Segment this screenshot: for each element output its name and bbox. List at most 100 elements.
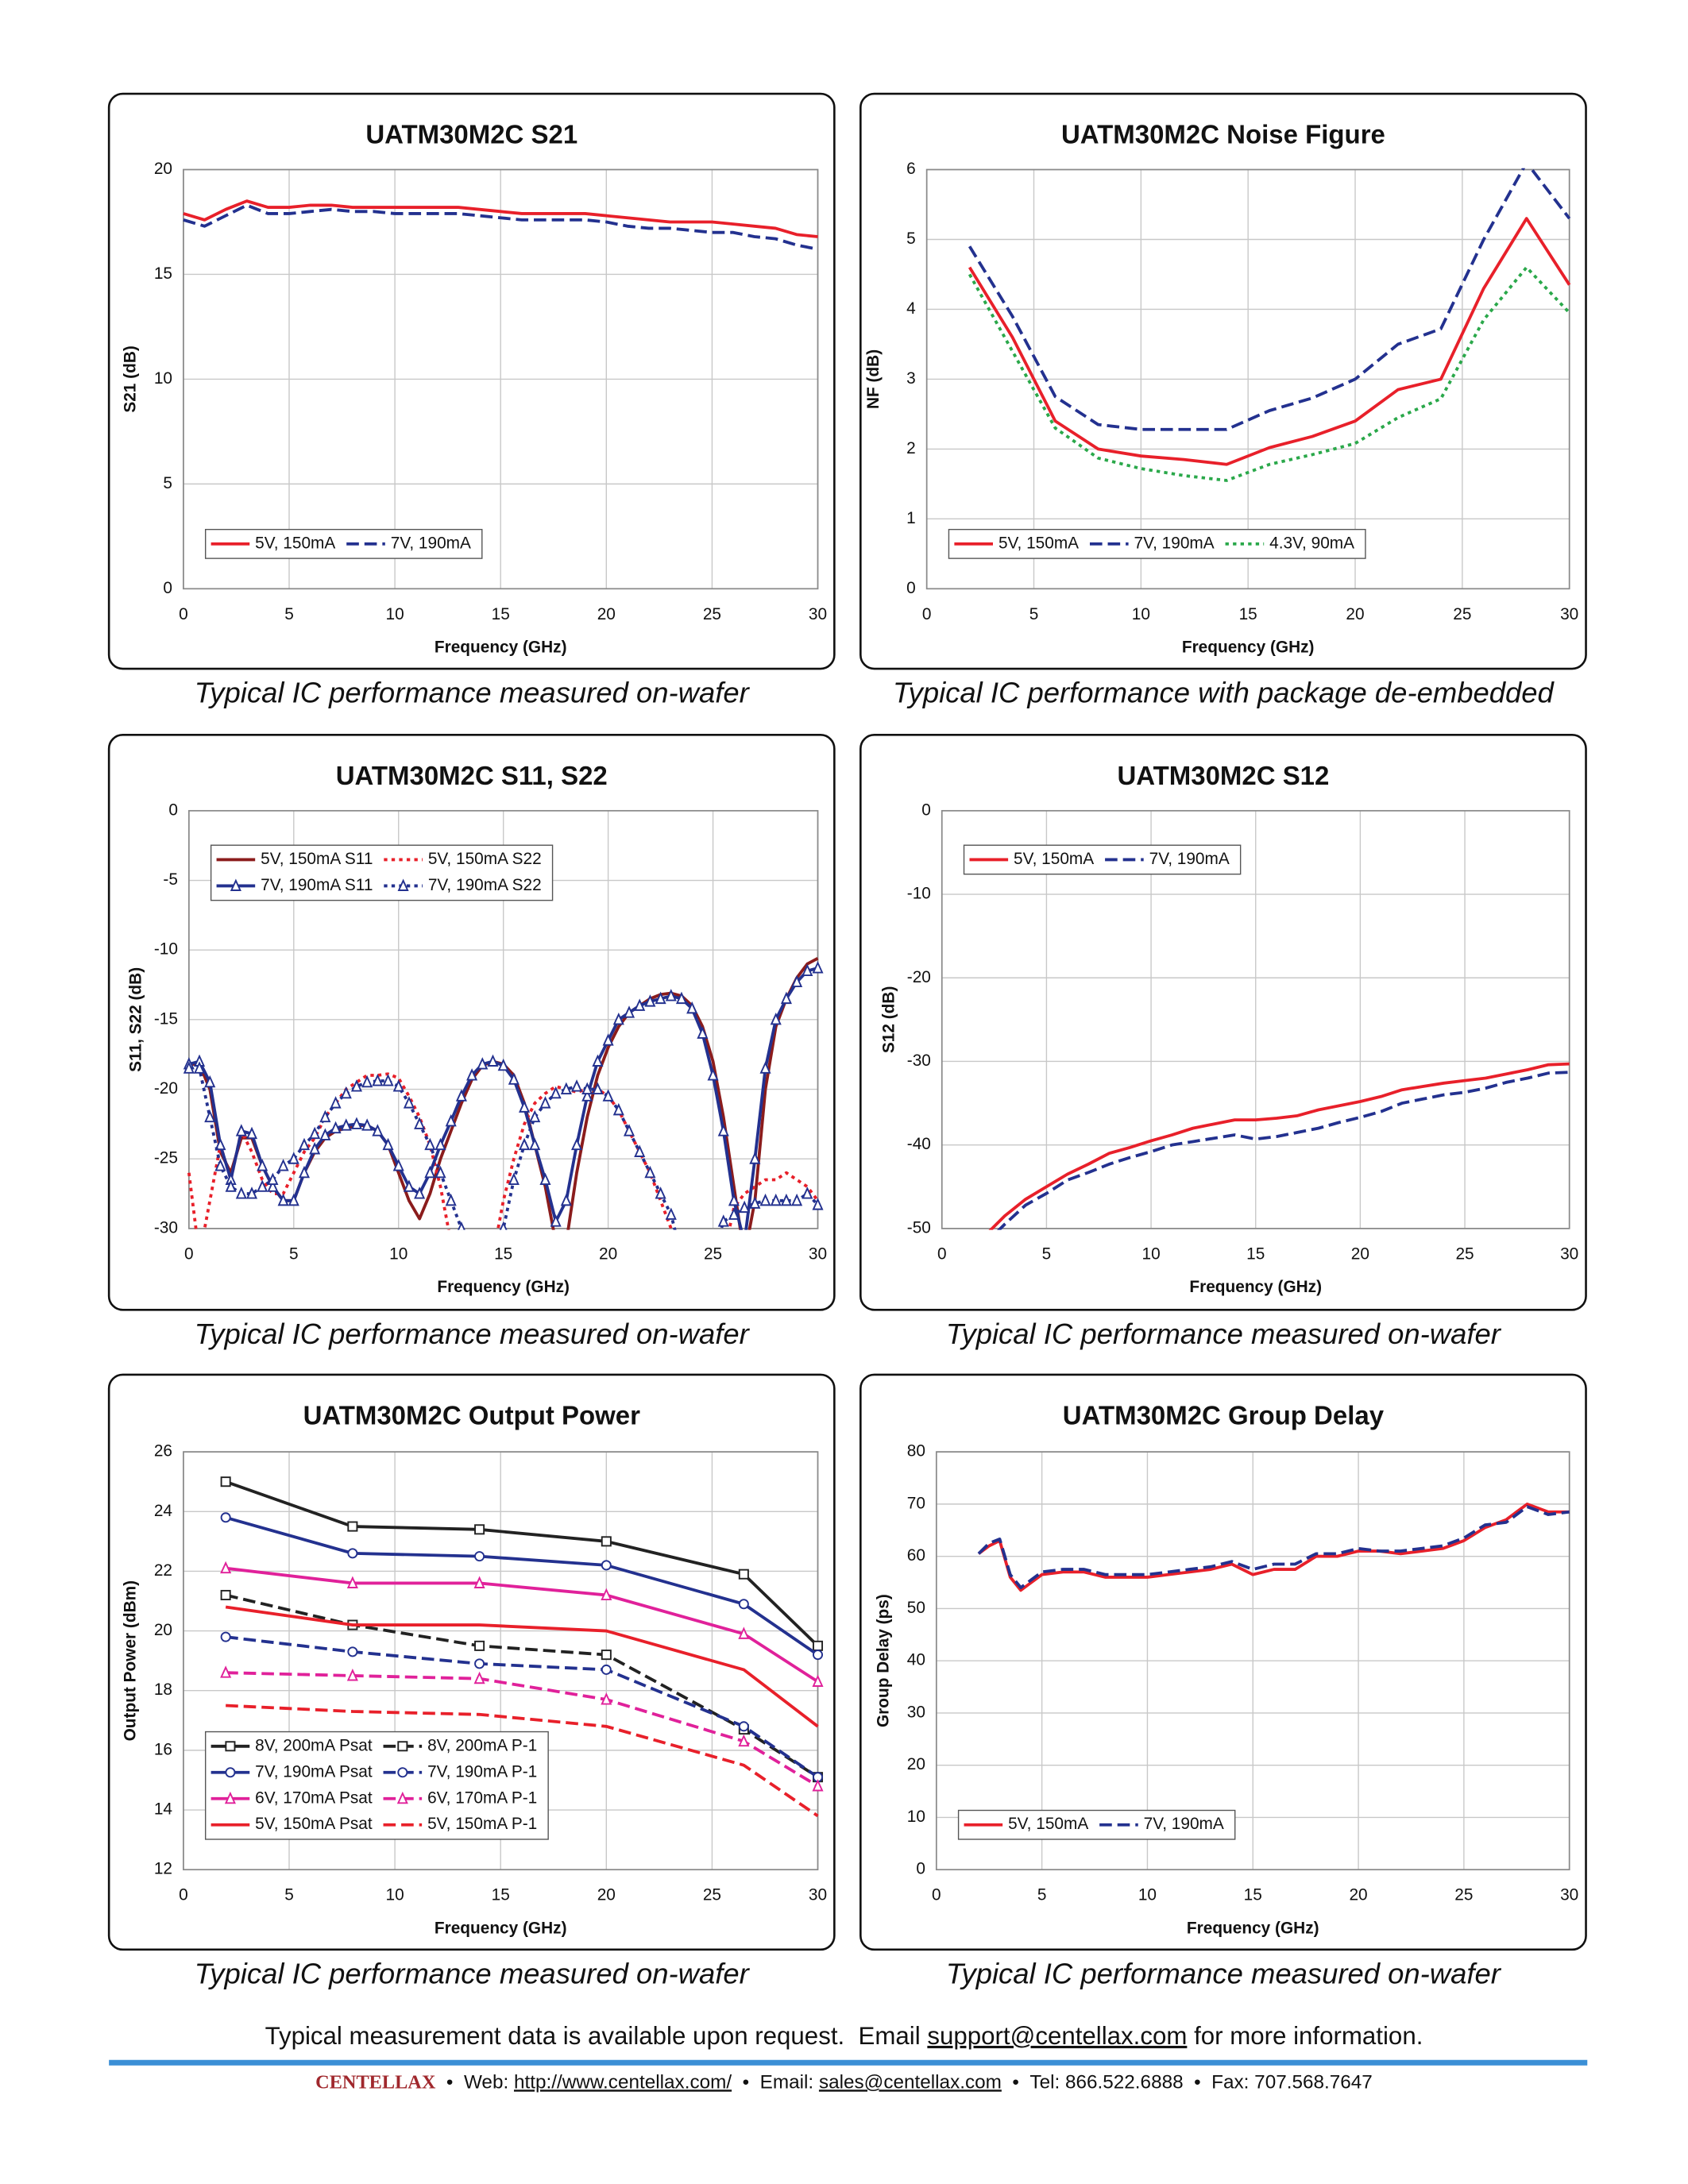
data-point: [634, 1144, 646, 1157]
data-point: [424, 1165, 436, 1179]
y-tick-label: -10: [907, 885, 931, 903]
data-point: [728, 1193, 740, 1206]
data-point: [738, 1721, 749, 1732]
data-point: [347, 1548, 358, 1559]
data-point: [347, 1646, 358, 1657]
note-end: for more information.: [1194, 2022, 1423, 2050]
footer-note: Typical measurement data is available up…: [265, 2022, 1423, 2050]
series-line: [977, 1502, 1570, 1592]
y-tick-label: 20: [907, 1755, 925, 1773]
legend-label: 6V, 170mA Psat: [255, 1788, 373, 1807]
x-tick-label: 10: [1141, 1244, 1160, 1263]
legend-label: 8V, 200mA P-1: [427, 1736, 537, 1754]
x-tick-label: 10: [386, 605, 404, 623]
legend-symbol: [225, 1741, 236, 1752]
chart-caption: Typical IC performance measured on-wafer: [195, 1318, 751, 1350]
data-point: [330, 1096, 342, 1109]
support-email[interactable]: support@centellax.com: [927, 2022, 1187, 2050]
legend-label: 7V, 190mA: [1144, 1815, 1224, 1833]
data-point: [529, 1109, 541, 1123]
y-tick-label: -30: [154, 1218, 178, 1237]
data-point: [560, 1082, 572, 1095]
data-point: [403, 1096, 415, 1109]
data-point: [780, 991, 792, 1005]
web-link[interactable]: http://www.centellax.com/: [514, 2072, 732, 2093]
data-point: [361, 1075, 373, 1088]
y-tick-label: 0: [163, 579, 172, 597]
y-tick-label: 10: [154, 369, 172, 388]
series-line: [183, 203, 818, 251]
data-point: [298, 1137, 311, 1151]
data-point: [686, 1001, 698, 1014]
email-link[interactable]: sales@centellax.com: [819, 2072, 1002, 2093]
plot-series: [220, 1476, 824, 1818]
x-tick-label: 30: [1560, 1244, 1578, 1263]
data-point: [812, 1779, 824, 1792]
legend-label: 6V, 170mA P-1: [427, 1788, 537, 1807]
legend-label: 5V, 150mA S22: [428, 850, 542, 868]
data-point: [550, 1086, 562, 1099]
x-tick-label: 30: [809, 605, 827, 623]
legend-symbol: [230, 878, 241, 891]
legend-label: 8V, 200mA Psat: [255, 1736, 373, 1754]
email-label: Email:: [760, 2072, 814, 2093]
x-tick-label: 5: [1029, 605, 1039, 623]
data-point: [539, 1096, 551, 1109]
data-point: [220, 1589, 231, 1600]
legend-label: 7V, 190mA Psat: [255, 1762, 373, 1781]
data-point: [319, 1128, 331, 1140]
plot-series: [183, 199, 818, 251]
data-point: [802, 1187, 813, 1199]
data-point: [717, 1124, 729, 1136]
data-point: [350, 1117, 363, 1129]
y-axis-label: S21 (dB): [121, 345, 139, 412]
legend: 5V, 150mA 7V, 190mA: [963, 844, 1242, 875]
plot-border: [935, 1451, 1570, 1871]
data-point: [601, 1560, 612, 1571]
y-tick-label: -5: [163, 870, 178, 889]
web-label: Web:: [464, 2072, 508, 2093]
y-tick-label: 4: [906, 299, 916, 318]
data-point: [277, 1159, 289, 1171]
y-tick-label: 80: [907, 1442, 925, 1461]
data-point: [812, 1674, 824, 1687]
legend-box: [204, 1731, 549, 1840]
y-tick-label: 12: [154, 1860, 172, 1878]
data-point: [813, 1650, 824, 1661]
y-tick-label: -15: [154, 1009, 178, 1028]
data-point: [214, 1137, 226, 1151]
data-point: [780, 1193, 792, 1206]
data-point: [382, 1074, 394, 1086]
legend: 5V, 150mA S11 5V, 150mA S22 7V, 190mA S11 7…: [210, 844, 554, 901]
legend-symbol: [225, 1767, 236, 1778]
tel: Tel: 866.522.6888: [1029, 2072, 1183, 2093]
x-axis-label: Frequency (GHz): [1187, 1919, 1319, 1937]
legend-symbol: [224, 1791, 236, 1804]
data-point: [382, 1137, 394, 1151]
y-tick-label: 16: [154, 1740, 172, 1758]
data-point: [445, 1193, 457, 1206]
data-point: [346, 1669, 358, 1681]
data-point: [340, 1118, 352, 1131]
data-point: [455, 1089, 467, 1102]
y-tick-label: -20: [907, 968, 931, 986]
legend-label: 5V, 150mA P-1: [427, 1815, 537, 1833]
y-tick-label: -50: [907, 1218, 931, 1237]
data-point: [601, 1650, 612, 1661]
data-point: [602, 1033, 614, 1046]
series-line: [997, 1071, 1570, 1230]
data-point: [581, 1089, 593, 1102]
legend-label: 7V, 190mA S22: [428, 876, 542, 894]
y-tick-label: 0: [921, 801, 931, 819]
series-line: [226, 1704, 819, 1818]
data-point: [508, 1172, 520, 1186]
data-point: [372, 1074, 384, 1086]
x-tick-label: 10: [386, 1886, 404, 1904]
data-point: [812, 961, 824, 974]
y-tick-label: -10: [154, 940, 178, 959]
data-point: [473, 1576, 485, 1588]
x-tick-label: 25: [703, 1886, 721, 1904]
data-point: [288, 1193, 299, 1206]
legend-label: 7V, 190mA: [1134, 534, 1215, 552]
